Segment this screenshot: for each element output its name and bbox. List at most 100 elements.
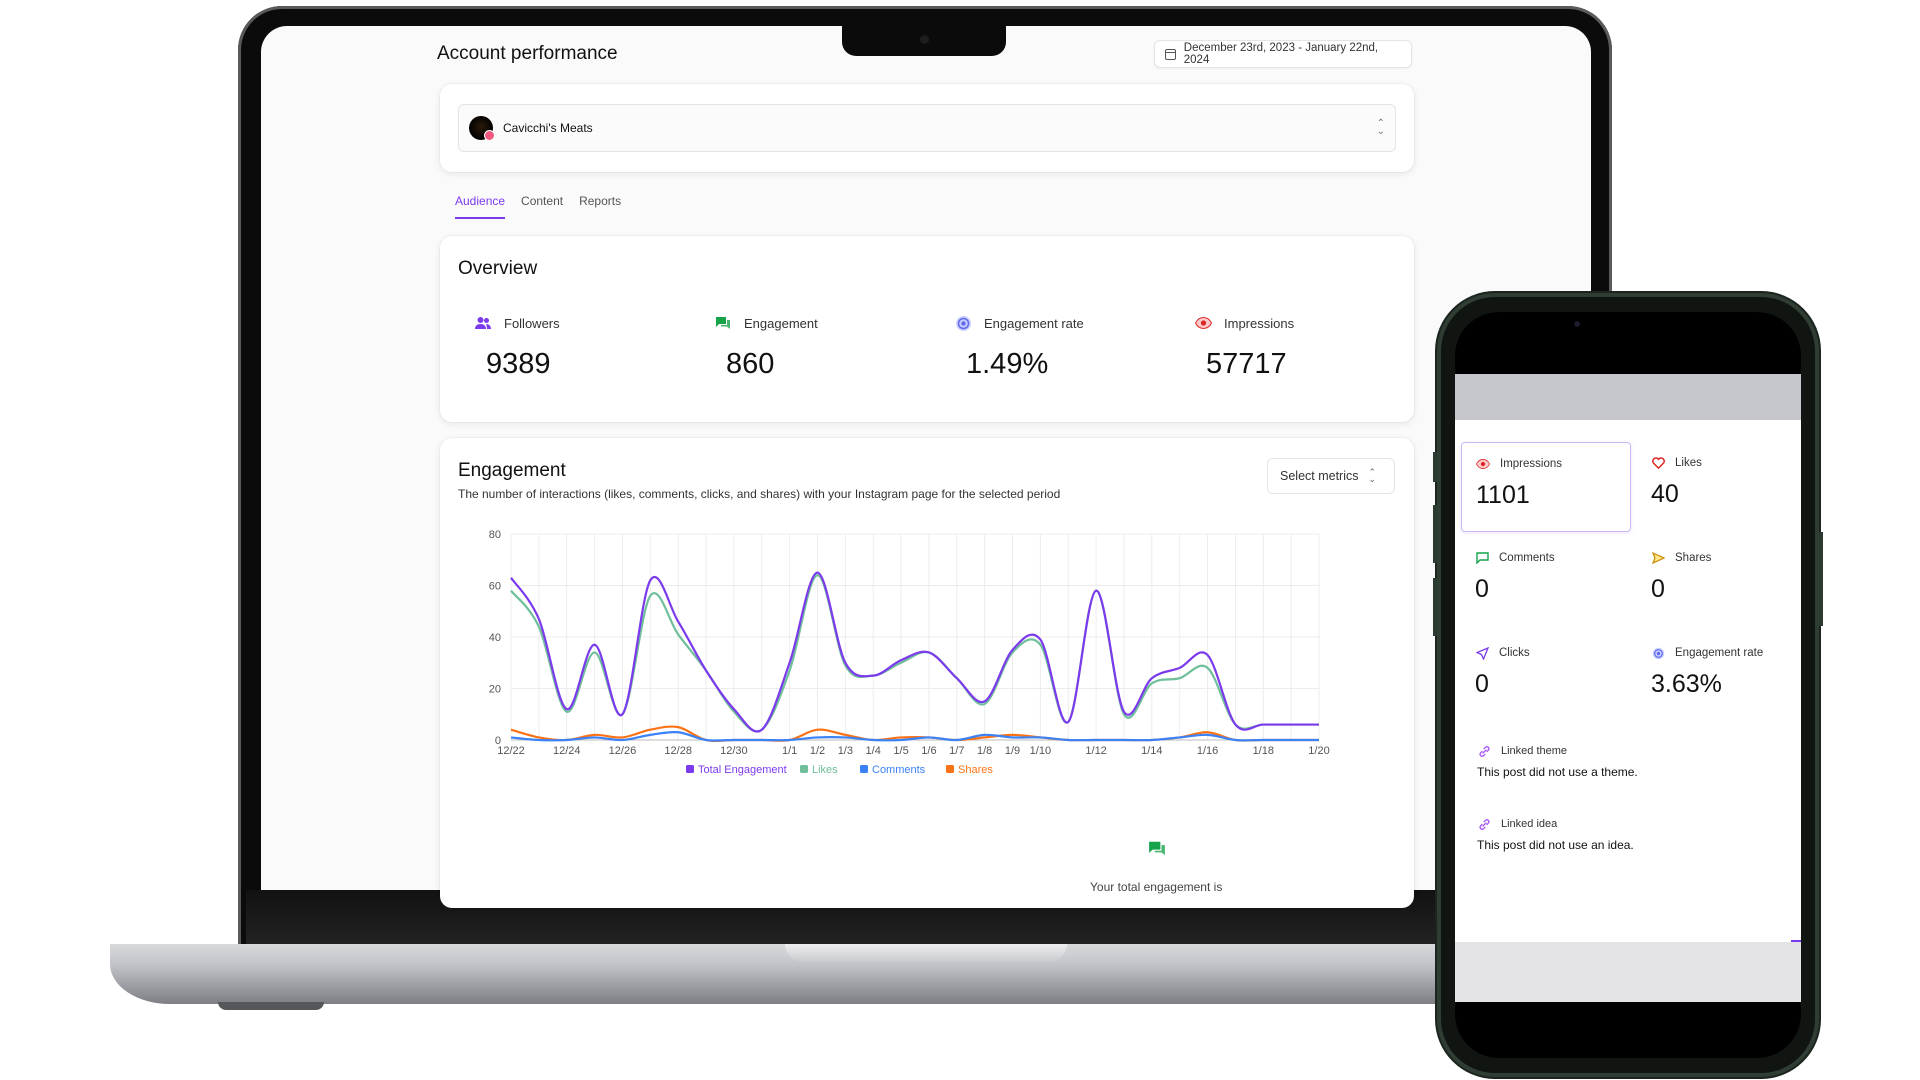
legend-swatch xyxy=(800,765,808,773)
comment-icon xyxy=(1475,551,1489,565)
metric-label: Followers xyxy=(504,315,560,331)
legend-swatch xyxy=(946,765,954,773)
legend-item: Comments xyxy=(860,764,926,776)
eye-icon xyxy=(1476,457,1490,471)
date-range-label: December 23rd, 2023 - January 22nd, 2024 xyxy=(1183,42,1379,66)
stat-label: Shares xyxy=(1675,552,1712,564)
eye-icon xyxy=(1194,314,1212,332)
laptop-foot xyxy=(218,1002,324,1010)
stat-value: 0 xyxy=(1651,575,1665,603)
x-tick-label: 12/26 xyxy=(609,745,637,757)
stat-likes[interactable]: Likes 40 xyxy=(1637,442,1807,532)
phone-volume-up-button xyxy=(1433,505,1437,563)
select-metrics-label: Select metrics xyxy=(1280,469,1359,483)
stat-value: 40 xyxy=(1651,480,1679,508)
series-line-comments xyxy=(510,730,1319,742)
chat-icon xyxy=(714,314,732,332)
calendar-icon xyxy=(1165,48,1176,60)
legend-label: Comments xyxy=(872,764,926,776)
cursor-icon xyxy=(1475,646,1489,660)
avatar xyxy=(469,116,495,141)
metric-value: 860 xyxy=(726,348,775,380)
y-tick-label: 20 xyxy=(489,684,501,696)
x-tick-label: 1/10 xyxy=(1030,745,1051,757)
linked-theme-section: Linked theme This post did not use a the… xyxy=(1477,744,1638,779)
x-tick-label: 1/8 xyxy=(977,745,992,757)
legend-item: Total Engagement xyxy=(686,764,787,776)
account-select[interactable]: Cavicchi's Meats ⌃ ⌄ xyxy=(458,104,1396,152)
tab-bar: Audience Content Reports xyxy=(455,194,621,219)
account-name: Cavicchi's Meats xyxy=(503,121,593,135)
target-icon xyxy=(1651,646,1665,660)
phone-camera-icon xyxy=(1574,321,1580,327)
x-tick-label: 12/24 xyxy=(553,745,581,757)
engagement-card: Engagement The number of interactions (l… xyxy=(440,438,1414,908)
engagement-description: The number of interactions (likes, comme… xyxy=(458,487,1061,501)
heart-icon xyxy=(1651,456,1665,470)
tab-content[interactable]: Content xyxy=(521,194,564,208)
stat-clicks[interactable]: Clicks 0 xyxy=(1461,632,1631,722)
x-tick-label: 12/30 xyxy=(720,745,748,757)
linked-theme-note: This post did not use a theme. xyxy=(1477,765,1638,779)
metric-impressions: Impressions 57717 xyxy=(1194,314,1414,381)
metric-followers: Followers 9389 xyxy=(474,314,694,381)
metric-value: 9389 xyxy=(486,348,551,380)
linked-idea-note: This post did not use an idea. xyxy=(1477,838,1634,852)
stat-comments[interactable]: Comments 0 xyxy=(1461,537,1631,627)
chevron-up-down-icon: ⌃ ⌄ xyxy=(1376,118,1385,137)
metric-engagement-rate: Engagement rate 1.49% xyxy=(954,314,1174,381)
chevron-up-down-icon: ⌃ ⌄ xyxy=(1368,467,1377,484)
phone-footer-bar xyxy=(1455,942,1801,1002)
y-tick-label: 60 xyxy=(489,581,501,593)
linked-theme-label: Linked theme xyxy=(1501,745,1568,757)
scroll-indicator xyxy=(1791,940,1801,942)
stat-value: 1101 xyxy=(1476,481,1530,509)
metric-label: Impressions xyxy=(1224,315,1295,331)
overview-card: Overview Followers 9389 Engagement 860 E… xyxy=(440,236,1414,422)
phone-side-button xyxy=(1433,452,1437,482)
chat-icon xyxy=(1149,841,1165,856)
camera-icon xyxy=(920,35,929,44)
linked-idea-label: Linked idea xyxy=(1501,818,1558,830)
metric-label: Engagement xyxy=(744,315,818,331)
x-tick-label: 1/4 xyxy=(866,745,881,757)
stat-label: Engagement rate xyxy=(1675,647,1764,659)
tab-reports[interactable]: Reports xyxy=(579,194,622,208)
legend-swatch xyxy=(860,765,868,773)
legend-item: Shares xyxy=(946,764,993,776)
x-tick-label: 12/22 xyxy=(497,745,525,757)
legend-label: Total Engagement xyxy=(698,764,787,776)
send-icon xyxy=(1651,551,1665,565)
y-tick-label: 0 xyxy=(495,735,501,747)
x-tick-label: 1/2 xyxy=(810,745,825,757)
x-tick-label: 1/20 xyxy=(1308,745,1329,757)
linked-idea-section: Linked idea This post did not use an ide… xyxy=(1477,817,1634,852)
users-icon xyxy=(474,314,492,332)
target-icon xyxy=(954,314,972,332)
x-tick-label: 1/5 xyxy=(893,745,908,757)
overview-title: Overview xyxy=(458,258,538,279)
x-tick-label: 1/14 xyxy=(1141,745,1162,757)
date-range-picker[interactable]: December 23rd, 2023 - January 22nd, 2024 xyxy=(1154,40,1412,68)
legend-item: Likes xyxy=(800,764,838,776)
select-metrics-dropdown[interactable]: Select metrics ⌃ ⌄ xyxy=(1267,458,1395,494)
phone-dynamic-island xyxy=(1532,312,1700,342)
metric-value: 1.49% xyxy=(966,348,1049,380)
stat-value: 0 xyxy=(1475,670,1489,698)
laptop-opening-lip xyxy=(785,944,1067,962)
legend-swatch xyxy=(686,765,694,773)
stat-impressions[interactable]: Impressions 1101 xyxy=(1461,442,1631,532)
engagement-title: Engagement xyxy=(458,460,566,481)
tab-audience[interactable]: Audience xyxy=(455,194,506,219)
stat-label: Clicks xyxy=(1499,647,1530,659)
stat-value: 0 xyxy=(1475,575,1489,603)
x-tick-label: 1/3 xyxy=(838,745,853,757)
stat-engagement-rate[interactable]: Engagement rate 3.63% xyxy=(1637,632,1807,722)
series-line-likes xyxy=(510,574,1319,733)
stat-shares[interactable]: Shares 0 xyxy=(1637,537,1807,627)
phone-header-bar xyxy=(1455,374,1801,420)
x-tick-label: 1/12 xyxy=(1085,745,1106,757)
series-line-total-engagement xyxy=(510,571,1319,733)
phone-power-button xyxy=(1819,532,1823,626)
total-engagement-text: Your total engagement is xyxy=(1090,880,1223,894)
